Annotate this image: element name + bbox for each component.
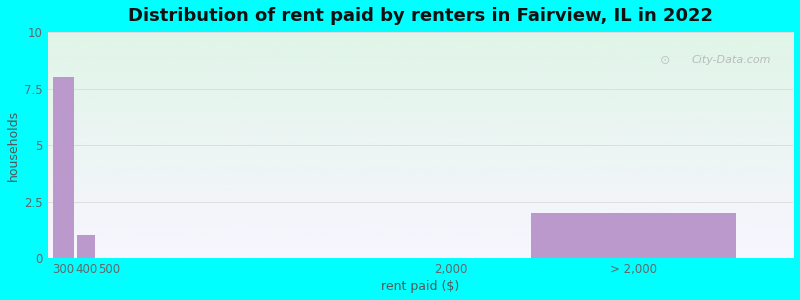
Bar	[78, 236, 95, 258]
Bar	[54, 77, 74, 258]
Text: ⊙: ⊙	[659, 53, 670, 67]
Title: Distribution of rent paid by renters in Fairview, IL in 2022: Distribution of rent paid by renters in …	[128, 7, 713, 25]
Y-axis label: households: households	[7, 110, 20, 181]
X-axis label: rent paid ($): rent paid ($)	[382, 280, 459, 293]
Text: City-Data.com: City-Data.com	[691, 55, 770, 65]
Bar	[531, 213, 736, 258]
